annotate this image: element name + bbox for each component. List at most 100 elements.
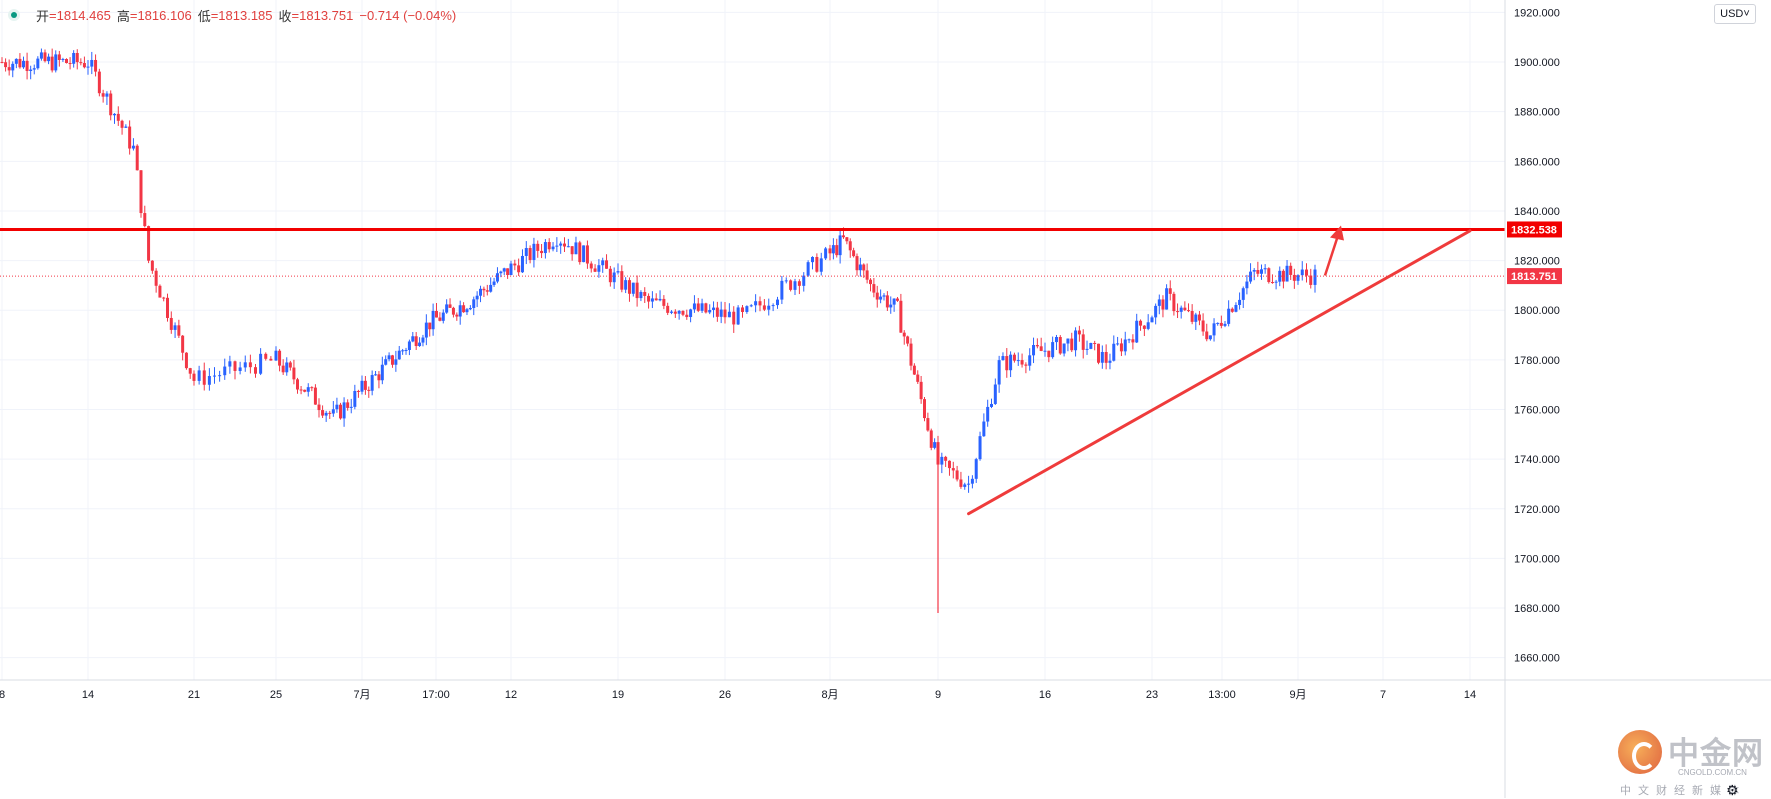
last-price-label: 1813.751: [1511, 271, 1557, 283]
candle-body: [411, 336, 415, 342]
candle-body: [1089, 342, 1093, 349]
candle-body: [767, 305, 771, 310]
candle-body: [455, 314, 459, 317]
candle-body: [1112, 343, 1116, 361]
candle-body: [835, 245, 839, 256]
candle-body: [441, 312, 445, 321]
candle-body: [1176, 311, 1180, 313]
candle-body: [1194, 314, 1198, 322]
candle-body: [128, 126, 132, 149]
candle-body: [1296, 275, 1300, 281]
candle-body: [1116, 343, 1120, 345]
time-axis-label: 21: [188, 689, 200, 701]
candle-body: [732, 311, 736, 325]
candle-body: [712, 307, 716, 310]
candle-body: [912, 365, 916, 375]
candle-body: [424, 322, 428, 338]
candle-body: [1139, 320, 1143, 326]
candle-body: [1074, 330, 1078, 351]
candle-body: [75, 53, 79, 63]
candle-body: [1047, 350, 1051, 358]
candle-body: [218, 375, 222, 377]
candle-body: [696, 303, 700, 311]
change-value: −0.714 (−0.04%): [359, 7, 457, 23]
candle-body: [1154, 305, 1158, 318]
candle-body: [1201, 320, 1205, 332]
candle-body: [101, 93, 105, 97]
currency-selector[interactable]: USD ˅: [1714, 4, 1756, 24]
candle-body: [465, 309, 469, 313]
candle-body: [1168, 288, 1172, 294]
candle-body: [566, 246, 570, 248]
price-axis-label: 1880.000: [1514, 107, 1560, 119]
candle-body: [1142, 325, 1146, 329]
candle-body: [811, 256, 814, 263]
candle-body: [513, 263, 517, 266]
candle-body: [90, 59, 94, 67]
candle-body: [472, 299, 476, 308]
candle-body: [582, 245, 586, 263]
candle-body: [749, 305, 753, 307]
price-axis-label: 1920.000: [1514, 7, 1560, 19]
price-axis-label: 1780.000: [1514, 355, 1560, 367]
candle-body: [36, 58, 40, 69]
candle-body: [489, 284, 493, 292]
candle-body: [1187, 310, 1190, 312]
candle-body: [1278, 270, 1282, 282]
candle-body: [105, 93, 109, 97]
time-axis-label: 9月: [1289, 689, 1306, 701]
candle-body: [97, 71, 101, 94]
candle-body: [842, 235, 845, 238]
candle-body: [919, 381, 923, 400]
candle-body: [1058, 337, 1062, 354]
candle-body: [1077, 330, 1081, 335]
candle-body: [458, 305, 462, 317]
candle-body: [692, 303, 696, 310]
candle-body: [951, 468, 955, 471]
candle-body: [147, 226, 151, 261]
candle-body: [1062, 343, 1066, 354]
price-axis-label: 1660.000: [1514, 653, 1560, 665]
candle-body: [677, 310, 681, 314]
candle-body: [353, 390, 357, 407]
candle-body: [635, 282, 639, 299]
candle-body: [520, 255, 524, 273]
time-axis-label: 7月: [353, 689, 370, 701]
candle-body: [197, 370, 201, 381]
price-axis-label: 1740.000: [1514, 454, 1560, 466]
candle-body: [631, 282, 635, 294]
time-axis-label: 26: [719, 689, 731, 701]
candle-body: [754, 301, 758, 306]
time-axis-label: 25: [270, 689, 282, 701]
candle-body: [899, 300, 903, 333]
time-axis-label: 16: [1039, 689, 1051, 701]
gear-icon[interactable]: ⚙: [1726, 782, 1739, 798]
candle-body: [143, 213, 147, 227]
candle-body: [0, 62, 4, 64]
candle-body: [356, 390, 360, 392]
candle-body: [1097, 343, 1100, 363]
candle-body: [906, 336, 910, 344]
candle-body: [616, 271, 620, 273]
candle-body: [597, 265, 601, 272]
candle-body: [947, 460, 951, 469]
candle-body: [1127, 339, 1131, 341]
price-axis-label: 1700.000: [1514, 553, 1560, 565]
candle-body: [223, 366, 227, 376]
candle-body: [1216, 322, 1220, 324]
candle-body: [845, 237, 849, 242]
candle-body: [612, 272, 616, 283]
candle-body: [708, 309, 712, 313]
candle-body: [1281, 270, 1285, 282]
candle-body: [448, 304, 452, 308]
candle-body: [202, 370, 206, 385]
candle-body: [29, 69, 33, 71]
watermark-logo: 中金网 CNGOLD.COM.CN 中文财经新媒体: [1610, 722, 1770, 797]
candle-body: [421, 337, 425, 343]
candle-body: [1135, 320, 1139, 343]
candle-body: [997, 360, 1001, 385]
candle-body: [1300, 269, 1304, 276]
candle-body: [828, 248, 832, 254]
candle-body: [207, 376, 211, 385]
